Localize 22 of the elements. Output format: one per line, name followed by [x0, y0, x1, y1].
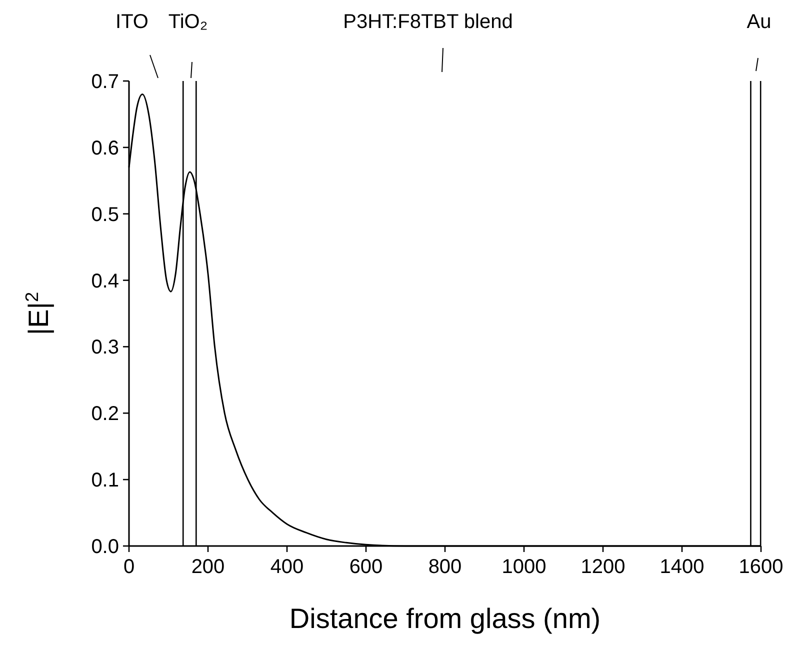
y-tick-label: 0.7: [91, 71, 119, 93]
text: TiO₂: [168, 11, 208, 33]
x-tick-label: 1600: [738, 556, 784, 578]
x-tick-label: 1000: [502, 556, 546, 578]
y-tick-label: 0.6: [91, 137, 119, 160]
y-tick-label: 0.5: [91, 204, 119, 226]
y-tick-label: 0.2: [91, 403, 119, 426]
y-tick-label: 0.0: [91, 536, 119, 558]
y-tick-label: 0.3: [91, 336, 119, 359]
x-tick-label: 600: [349, 556, 383, 578]
y-tick-label: 0.1: [91, 470, 119, 492]
text: Au: [746, 11, 772, 33]
x-tick-label: 800: [428, 556, 462, 578]
x-tick-label: 1200: [580, 556, 626, 578]
x-tick-label: 1400: [660, 556, 704, 578]
x-tick-label: 200: [191, 556, 225, 578]
x-axis-title: Distance from glass (nm): [289, 603, 601, 634]
y-tick-label: 0.4: [91, 270, 119, 292]
text: P3HT:F8TBT blend: [343, 11, 513, 33]
x-tick-label: 400: [270, 556, 304, 578]
text: ITO: [116, 11, 148, 33]
x-tick-label: 0: [123, 556, 135, 578]
